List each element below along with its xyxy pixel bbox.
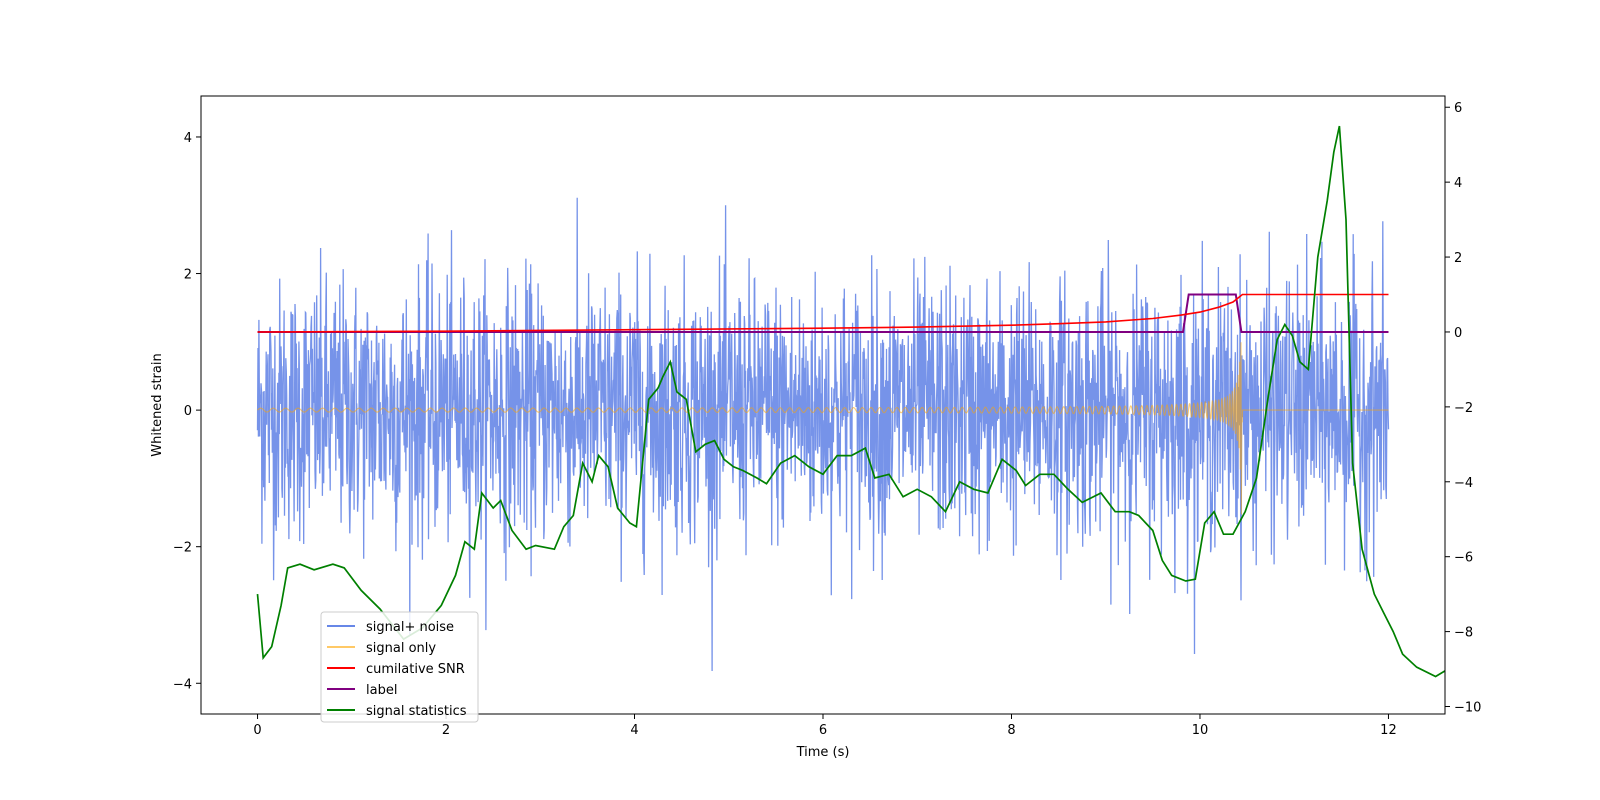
ticks-layer: 0 2 4 6 8 10 12 −4 −2 0 2 4 −10 −8 −6 −4 −2 0 2 4 6 [173,101,1482,738]
x-axis-label: Time (s) [796,745,850,760]
y2-tick-label: 0 [1454,326,1462,341]
y-tick-label: −2 [173,541,192,556]
y2-tick-label: −2 [1454,401,1473,416]
x-tick-label: 12 [1380,723,1397,738]
legend-label-signal-only: signal only [366,641,436,656]
y-axis-label: Whitened strain [150,353,165,456]
legend-box [320,611,479,723]
stats-layer [256,125,1445,678]
legend-label-cumilative-snr: cumilative SNR [366,662,465,677]
x-tick-label: 10 [1192,723,1209,738]
x-tick-label: 6 [819,723,827,738]
y-tick-label: 2 [184,268,192,283]
series-cumilative-snr-line [257,293,1389,333]
y2-tick-label: −8 [1454,626,1473,641]
series-signal-noise-line [256,197,1390,672]
y-tick-label: 0 [184,404,192,419]
legend: signal+ noise signal only cumilative SNR la… [320,611,479,723]
x-tick-label: 0 [253,723,261,738]
x-tick-label: 2 [442,723,450,738]
series-layer [256,197,1390,672]
y2-tick-label: 6 [1454,101,1462,116]
legend-label-label: label [366,683,397,698]
y2-tick-label: −10 [1454,701,1481,716]
legend-label-signal-noise: signal+ noise [366,620,454,635]
y2-tick-label: −6 [1454,551,1473,566]
legend-entries: signal+ noise signal only cumilative SNR la… [327,620,467,719]
y2-tick-label: −4 [1454,476,1473,491]
series-label-line [257,293,1389,333]
y-tick-label: −4 [173,677,192,692]
y-tick-label: 4 [184,131,192,146]
series-signal-statistics-line [256,125,1445,678]
y2-tick-label: 4 [1454,176,1462,191]
series-signal-only-line [257,342,1389,515]
legend-label-signal-statistics: signal statistics [366,704,467,719]
y2-tick-label: 2 [1454,251,1462,266]
x-tick-label: 8 [1007,723,1015,738]
x-tick-label: 4 [630,723,638,738]
